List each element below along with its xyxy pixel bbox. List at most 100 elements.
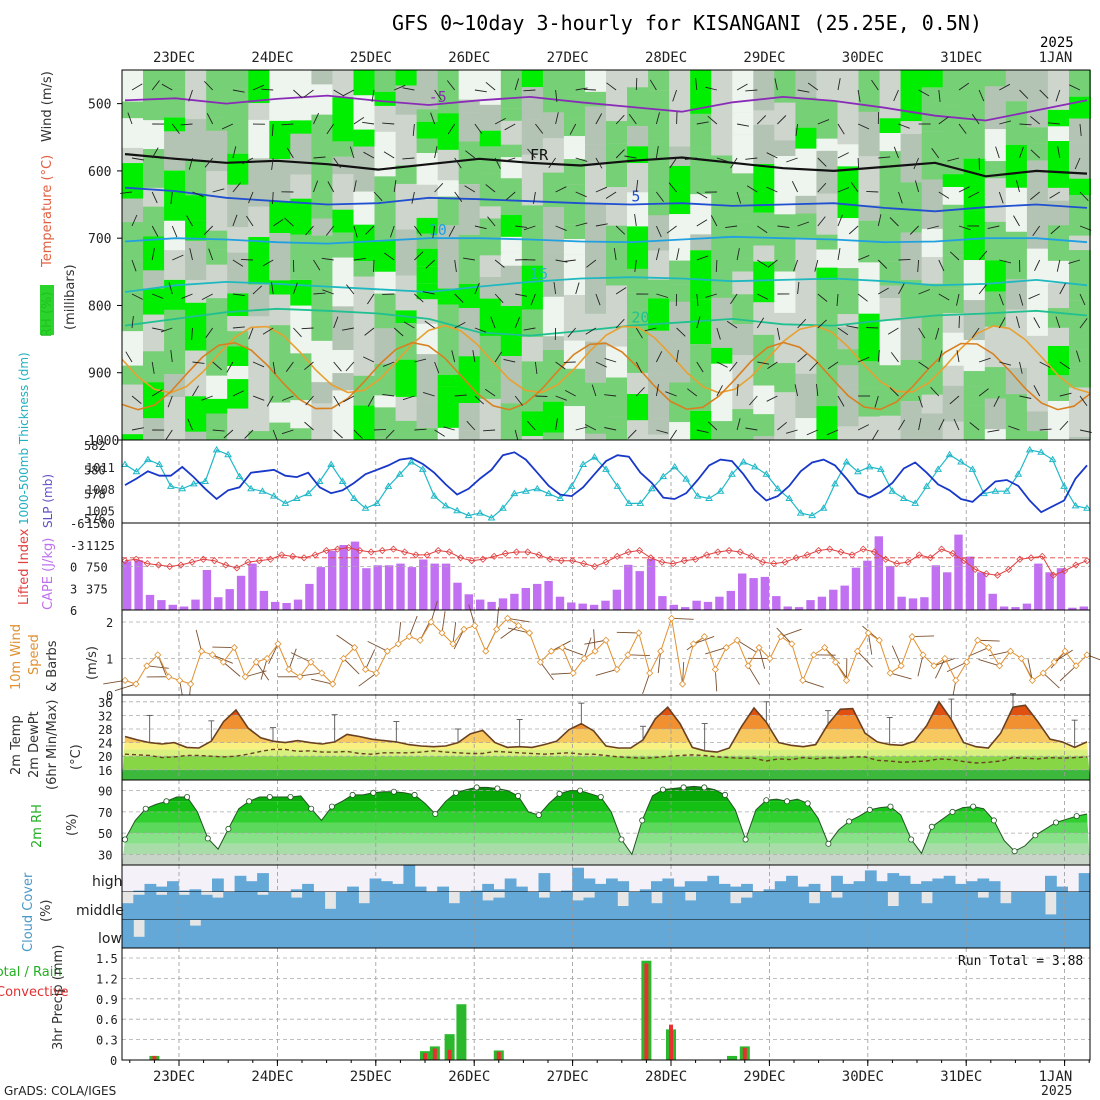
wind-barb	[305, 225, 314, 236]
wind-barb	[424, 320, 435, 329]
rh-shade-cell	[753, 110, 776, 125]
rh-shade-cell	[143, 120, 165, 149]
wind-barb	[767, 361, 778, 369]
rh2m-ylabel: 2m RH (%)	[30, 804, 80, 848]
cape-bar	[293, 599, 303, 610]
wind-barb	[232, 182, 241, 193]
wind-barb	[615, 287, 627, 295]
rh-shade-cell	[627, 126, 649, 147]
wind-barb	[454, 191, 463, 202]
cloud-bar-low	[504, 920, 517, 948]
wind-barb	[837, 78, 841, 91]
cloud-bar-middle	[662, 892, 675, 920]
rh-shade-cell	[606, 377, 628, 417]
wind-barb	[716, 157, 729, 163]
rh-shade-cell	[227, 197, 250, 228]
wind-barb	[707, 421, 718, 431]
li-point	[143, 560, 151, 568]
wind-barb	[736, 248, 740, 261]
wind-barb	[244, 429, 254, 439]
wind10m-barb	[1027, 658, 1033, 681]
cloud-bar-high	[392, 883, 404, 892]
cloud-bar-middle	[155, 894, 168, 920]
rh-shade-cell	[816, 138, 839, 151]
rh-shade-cell	[711, 142, 734, 156]
precip-frame	[121, 947, 1091, 1061]
rh-shade-cell	[1069, 335, 1091, 350]
rh-shade-cell	[879, 133, 902, 152]
wind-barb	[949, 251, 960, 261]
wind-barb	[293, 89, 303, 99]
rh-shade-cell	[122, 434, 144, 440]
rh-shade-cell	[479, 130, 502, 147]
li-point	[993, 571, 1002, 579]
rh-shade-cell	[627, 394, 649, 421]
li-point	[378, 546, 386, 555]
cloud-bar-middle	[493, 897, 506, 920]
cloud-bar-low	[729, 920, 742, 948]
rh-shade-cell	[1047, 141, 1070, 188]
rh-shade-cell	[542, 401, 565, 433]
wind-barb	[1050, 225, 1061, 235]
wind-barb	[353, 180, 357, 193]
cloud-bar-middle	[144, 892, 157, 920]
rh-shade-cell	[437, 427, 460, 440]
thickness-point	[1071, 501, 1080, 509]
wind10m-barb	[195, 629, 202, 652]
cloud-low-label: low	[98, 931, 122, 947]
cloud-bar-high	[380, 881, 393, 892]
cloud-bar-middle	[797, 892, 810, 920]
cloud-bar-high	[729, 886, 742, 892]
rh-shade-cell	[374, 293, 397, 329]
precip-ylabel: Total / Rain Convective 3hr Precip (mm) …	[0, 945, 1083, 1050]
wind-barb	[454, 394, 467, 397]
cloud-bar-middle	[425, 892, 438, 920]
thickness-point	[373, 499, 381, 506]
cloud-bar-high	[741, 883, 753, 892]
wind-barb	[181, 293, 193, 300]
wind-barb	[189, 248, 193, 261]
wind-barb	[797, 282, 800, 295]
thickness-point	[384, 482, 393, 489]
wind-barb	[1039, 89, 1049, 99]
wind-barb	[151, 225, 159, 237]
wind-barb	[271, 123, 274, 137]
li-point	[535, 551, 543, 559]
wind10m-barb	[593, 629, 596, 652]
rh-shade-cell	[416, 153, 439, 185]
wind-background	[122, 610, 1090, 695]
li-point	[882, 555, 890, 563]
thickness-point	[441, 501, 450, 509]
rh-shade-cell	[122, 331, 144, 366]
wind-barb	[958, 82, 970, 91]
wind-barb	[777, 225, 790, 228]
wind-barb	[837, 327, 849, 336]
thickness-point	[144, 455, 152, 463]
cloud-bar-low	[853, 920, 866, 948]
wind-barb	[978, 388, 989, 397]
thickness-point	[728, 470, 736, 477]
rh-shade-cell	[563, 254, 586, 280]
rh-shade-cell	[563, 136, 586, 160]
li-point	[837, 548, 845, 556]
cape-li-ylabel: Lifted Index CAPE (J/kg)	[17, 528, 56, 610]
wind-barb	[736, 191, 742, 204]
rh-shade-cell	[732, 271, 755, 295]
wind-barb	[890, 352, 899, 363]
rh-shade-cell	[311, 84, 334, 115]
wind-barb	[515, 225, 528, 228]
rh-shade-cell	[164, 309, 187, 333]
cape-bar	[373, 565, 382, 610]
wind-barb	[757, 361, 770, 365]
thickness-point	[602, 465, 610, 472]
cloud-bar-low	[482, 920, 494, 948]
cloud-bar-high	[482, 883, 494, 892]
cloud-bar-low	[583, 920, 596, 948]
rh-shade-cell	[606, 225, 628, 242]
rh-shade-cell	[858, 205, 881, 221]
wind-panel: 210	[103, 600, 1100, 707]
wind-barb	[794, 384, 799, 397]
wind-barb	[736, 418, 741, 431]
wind-barb	[797, 89, 810, 93]
wind10m-barb	[917, 654, 924, 677]
